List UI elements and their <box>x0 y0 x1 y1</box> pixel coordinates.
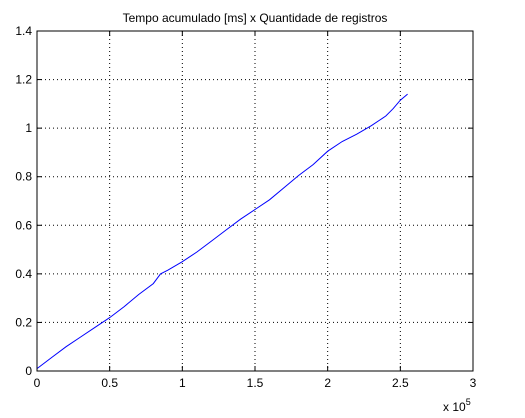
x-multiplier-prefix: x 10 <box>443 400 466 414</box>
x-tick-label: 2.5 <box>392 376 409 390</box>
y-tick-labels: 0 0.2 0.4 0.6 0.8 1 1.2 1.4 <box>15 24 32 378</box>
x-tick-label: 1.5 <box>247 376 264 390</box>
series-group <box>36 93 408 369</box>
axis-ticks <box>36 30 474 372</box>
x-tick-label: 0 <box>34 376 41 390</box>
x-tick-label: 1 <box>179 376 186 390</box>
y-tick-label: 0.6 <box>15 218 32 232</box>
x-multiplier-exponent: 5 <box>466 397 471 407</box>
y-tick-label: 0.2 <box>15 315 32 329</box>
axes-box <box>36 30 474 372</box>
y-tick-label: 1.2 <box>15 73 32 87</box>
y-tick-label: 0.8 <box>15 170 32 184</box>
x-tick-label: 0.5 <box>101 376 118 390</box>
grid-lines <box>37 31 473 371</box>
x-multiplier-label: x 105 <box>443 397 471 414</box>
x-tick-labels: 0 0.5 1 1.5 2 2.5 3 <box>34 376 477 390</box>
series-line <box>36 93 408 369</box>
y-tick-label: 1 <box>25 121 32 135</box>
x-tick-label: 2 <box>324 376 331 390</box>
y-tick-label: 1.4 <box>15 24 32 38</box>
y-tick-label: 0 <box>25 364 32 378</box>
x-tick-label: 3 <box>470 376 477 390</box>
y-tick-label: 0.4 <box>15 267 32 281</box>
chart-title: Tempo acumulado [ms] x Quantidade de reg… <box>123 11 388 25</box>
